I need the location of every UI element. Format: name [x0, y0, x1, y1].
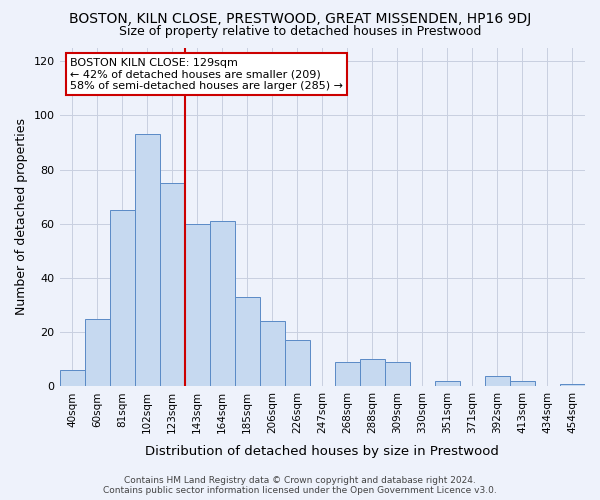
Y-axis label: Number of detached properties: Number of detached properties	[15, 118, 28, 316]
Text: Contains HM Land Registry data © Crown copyright and database right 2024.
Contai: Contains HM Land Registry data © Crown c…	[103, 476, 497, 495]
Bar	[485, 376, 510, 386]
Bar	[209, 221, 235, 386]
Bar	[285, 340, 310, 386]
Bar	[160, 183, 185, 386]
Text: BOSTON, KILN CLOSE, PRESTWOOD, GREAT MISSENDEN, HP16 9DJ: BOSTON, KILN CLOSE, PRESTWOOD, GREAT MIS…	[69, 12, 531, 26]
Bar	[134, 134, 160, 386]
Bar	[260, 322, 285, 386]
Text: Size of property relative to detached houses in Prestwood: Size of property relative to detached ho…	[119, 25, 481, 38]
Bar	[185, 224, 209, 386]
X-axis label: Distribution of detached houses by size in Prestwood: Distribution of detached houses by size …	[145, 444, 499, 458]
Bar	[110, 210, 134, 386]
Bar	[435, 381, 460, 386]
Bar	[335, 362, 360, 386]
Text: BOSTON KILN CLOSE: 129sqm
← 42% of detached houses are smaller (209)
58% of semi: BOSTON KILN CLOSE: 129sqm ← 42% of detac…	[70, 58, 343, 91]
Bar	[385, 362, 410, 386]
Bar	[235, 297, 260, 386]
Bar	[59, 370, 85, 386]
Bar	[360, 360, 385, 386]
Bar	[560, 384, 585, 386]
Bar	[85, 318, 110, 386]
Bar	[510, 381, 535, 386]
